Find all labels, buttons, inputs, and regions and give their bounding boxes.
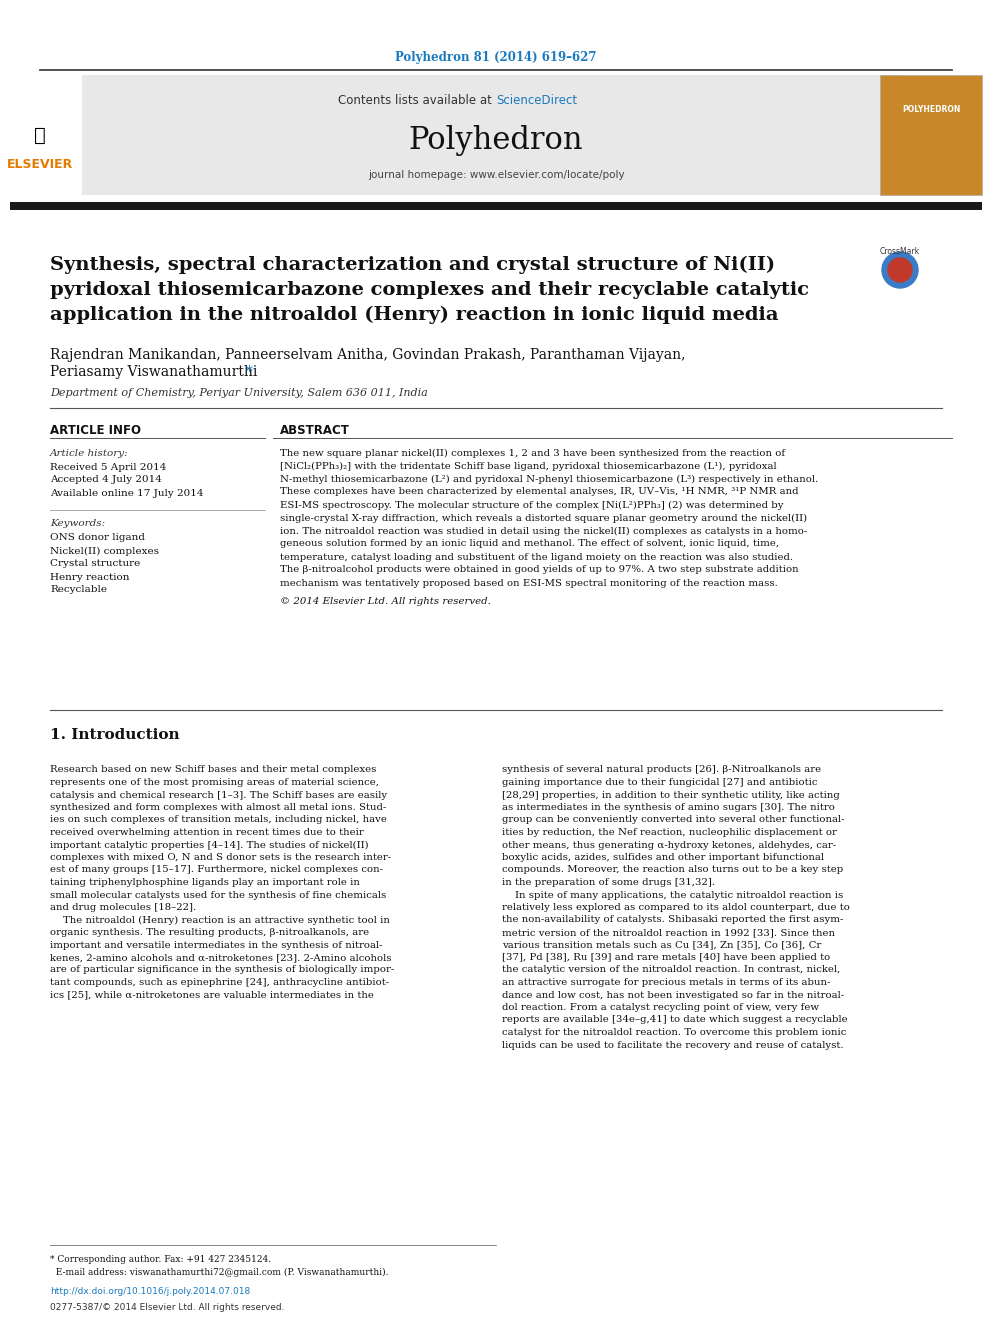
Bar	[10, 95, 70, 165]
Text: as intermediates in the synthesis of amino sugars [30]. The nitro: as intermediates in the synthesis of ami…	[502, 803, 835, 812]
Text: liquids can be used to facilitate the recovery and reuse of catalyst.: liquids can be used to facilitate the re…	[502, 1040, 843, 1049]
Text: in the preparation of some drugs [31,32].: in the preparation of some drugs [31,32]…	[502, 878, 715, 886]
Text: various transition metals such as Cu [34], Zn [35], Co [36], Cr: various transition metals such as Cu [34…	[502, 941, 821, 950]
Text: CrossMark: CrossMark	[880, 247, 920, 257]
Text: catalyst for the nitroaldol reaction. To overcome this problem ionic: catalyst for the nitroaldol reaction. To…	[502, 1028, 846, 1037]
Text: Keywords:: Keywords:	[50, 519, 105, 528]
Text: © 2014 Elsevier Ltd. All rights reserved.: © 2014 Elsevier Ltd. All rights reserved…	[280, 597, 491, 606]
Text: compounds. Moreover, the reaction also turns out to be a key step: compounds. Moreover, the reaction also t…	[502, 865, 843, 875]
Text: [37], Pd [38], Ru [39] and rare metals [40] have been applied to: [37], Pd [38], Ru [39] and rare metals […	[502, 953, 830, 962]
Text: Accepted 4 July 2014: Accepted 4 July 2014	[50, 475, 162, 484]
Text: an attractive surrogate for precious metals in terms of its abun-: an attractive surrogate for precious met…	[502, 978, 830, 987]
Text: pyridoxal thiosemicarbazone complexes and their recyclable catalytic: pyridoxal thiosemicarbazone complexes an…	[50, 280, 809, 299]
Text: Rajendran Manikandan, Panneerselvam Anitha, Govindan Prakash, Paranthaman Vijaya: Rajendran Manikandan, Panneerselvam Anit…	[50, 348, 685, 363]
Text: Polyhedron: Polyhedron	[409, 124, 583, 156]
Text: ONS donor ligand: ONS donor ligand	[50, 533, 145, 542]
Text: [28,29] properties, in addition to their synthetic utility, like acting: [28,29] properties, in addition to their…	[502, 791, 840, 799]
Text: Department of Chemistry, Periyar University, Salem 636 011, India: Department of Chemistry, Periyar Univers…	[50, 388, 428, 398]
Text: tant compounds, such as epinephrine [24], anthracycline antibiot-: tant compounds, such as epinephrine [24]…	[50, 978, 389, 987]
Text: taining triphenylphosphine ligands play an important role in: taining triphenylphosphine ligands play …	[50, 878, 360, 886]
Text: 🌳: 🌳	[34, 126, 46, 144]
Text: Article history:: Article history:	[50, 448, 129, 458]
Bar	[82, 75, 902, 194]
Text: the non-availability of catalysts. Shibasaki reported the first asym-: the non-availability of catalysts. Shiba…	[502, 916, 843, 925]
Text: other means, thus generating α-hydroxy ketones, aldehydes, car-: other means, thus generating α-hydroxy k…	[502, 840, 836, 849]
Text: represents one of the most promising areas of material science,: represents one of the most promising are…	[50, 778, 379, 787]
Text: dance and low cost, has not been investigated so far in the nitroal-: dance and low cost, has not been investi…	[502, 991, 844, 999]
Bar	[10, 202, 982, 210]
Text: ABSTRACT: ABSTRACT	[280, 423, 350, 437]
Text: Research based on new Schiff bases and their metal complexes: Research based on new Schiff bases and t…	[50, 766, 376, 774]
Text: ics [25], while α-nitroketones are valuable intermediates in the: ics [25], while α-nitroketones are valua…	[50, 991, 374, 999]
Text: In spite of many applications, the catalytic nitroaldol reaction is: In spite of many applications, the catal…	[502, 890, 843, 900]
Text: 0277-5387/© 2014 Elsevier Ltd. All rights reserved.: 0277-5387/© 2014 Elsevier Ltd. All right…	[50, 1303, 285, 1312]
Text: Periasamy Viswanathamurthi: Periasamy Viswanathamurthi	[50, 365, 257, 378]
Text: and drug molecules [18–22].: and drug molecules [18–22].	[50, 904, 196, 912]
Text: metric version of the nitroaldol reaction in 1992 [33]. Since then: metric version of the nitroaldol reactio…	[502, 927, 835, 937]
Text: The β-nitroalcohol products were obtained in good yields of up to 97%. A two ste: The β-nitroalcohol products were obtaine…	[280, 565, 799, 574]
Text: geneous solution formed by an ionic liquid and methanol. The effect of solvent, : geneous solution formed by an ionic liqu…	[280, 540, 779, 549]
Text: ities by reduction, the Nef reaction, nucleophilic displacement or: ities by reduction, the Nef reaction, nu…	[502, 828, 837, 837]
Text: relatively less explored as compared to its aldol counterpart, due to: relatively less explored as compared to …	[502, 904, 850, 912]
Text: synthesis of several natural products [26]. β-Nitroalkanols are: synthesis of several natural products [2…	[502, 766, 821, 774]
Text: important and versatile intermediates in the synthesis of nitroal-: important and versatile intermediates in…	[50, 941, 383, 950]
Text: ELSEVIER: ELSEVIER	[7, 159, 73, 172]
Text: *: *	[246, 365, 253, 378]
Text: group can be conveniently converted into several other functional-: group can be conveniently converted into…	[502, 815, 844, 824]
Text: http://dx.doi.org/10.1016/j.poly.2014.07.018: http://dx.doi.org/10.1016/j.poly.2014.07…	[50, 1287, 250, 1297]
Text: Contents lists available at: Contents lists available at	[338, 94, 496, 106]
Text: reports are available [34e–g,41] to date which suggest a recyclable: reports are available [34e–g,41] to date…	[502, 1016, 847, 1024]
Text: the catalytic version of the nitroaldol reaction. In contrast, nickel,: the catalytic version of the nitroaldol …	[502, 966, 840, 975]
Text: These complexes have been characterized by elemental analyses, IR, UV–Vis, ¹H NM: These complexes have been characterized …	[280, 487, 799, 496]
Text: Crystal structure: Crystal structure	[50, 560, 140, 569]
Text: journal homepage: www.elsevier.com/locate/poly: journal homepage: www.elsevier.com/locat…	[368, 169, 624, 180]
Text: Synthesis, spectral characterization and crystal structure of Ni(II): Synthesis, spectral characterization and…	[50, 255, 775, 274]
Text: ies on such complexes of transition metals, including nickel, have: ies on such complexes of transition meta…	[50, 815, 387, 824]
Text: catalysis and chemical research [1–3]. The Schiff bases are easily: catalysis and chemical research [1–3]. T…	[50, 791, 387, 799]
Text: mechanism was tentatively proposed based on ESI-MS spectral monitoring of the re: mechanism was tentatively proposed based…	[280, 578, 778, 587]
Text: Nickel(II) complexes: Nickel(II) complexes	[50, 546, 159, 556]
Text: synthesized and form complexes with almost all metal ions. Stud-: synthesized and form complexes with almo…	[50, 803, 386, 812]
Text: [NiCl₂(PPh₃)₂] with the tridentate Schiff base ligand, pyridoxal thiosemicarbazo: [NiCl₂(PPh₃)₂] with the tridentate Schif…	[280, 462, 777, 471]
Text: single-crystal X-ray diffraction, which reveals a distorted square planar geomet: single-crystal X-ray diffraction, which …	[280, 513, 807, 523]
Text: application in the nitroaldol (Henry) reaction in ionic liquid media: application in the nitroaldol (Henry) re…	[50, 306, 779, 324]
Text: N-methyl thiosemicarbazone (L²) and pyridoxal N-phenyl thiosemicarbazone (L³) re: N-methyl thiosemicarbazone (L²) and pyri…	[280, 475, 818, 484]
Text: POLYHEDRON: POLYHEDRON	[902, 106, 960, 115]
Text: Available online 17 July 2014: Available online 17 July 2014	[50, 488, 203, 497]
Text: ESI-MS spectroscopy. The molecular structure of the complex [Ni(L²)PPh₃] (2) was: ESI-MS spectroscopy. The molecular struc…	[280, 500, 784, 509]
Text: 1. Introduction: 1. Introduction	[50, 728, 180, 742]
Text: Recyclable: Recyclable	[50, 586, 107, 594]
Text: The nitroaldol (Henry) reaction is an attractive synthetic tool in: The nitroaldol (Henry) reaction is an at…	[50, 916, 390, 925]
Text: boxylic acids, azides, sulfides and other important bifunctional: boxylic acids, azides, sulfides and othe…	[502, 853, 824, 863]
Text: ScienceDirect: ScienceDirect	[496, 94, 577, 106]
Text: ion. The nitroaldol reaction was studied in detail using the nickel(II) complexe: ion. The nitroaldol reaction was studied…	[280, 527, 807, 536]
Text: important catalytic properties [4–14]. The studies of nickel(II): important catalytic properties [4–14]. T…	[50, 840, 369, 849]
Text: small molecular catalysts used for the synthesis of fine chemicals: small molecular catalysts used for the s…	[50, 890, 386, 900]
Text: dol reaction. From a catalyst recycling point of view, very few: dol reaction. From a catalyst recycling …	[502, 1003, 819, 1012]
Bar	[880, 75, 982, 194]
Text: E-mail address: viswanathamurthi72@gmail.com (P. Viswanathamurthi).: E-mail address: viswanathamurthi72@gmail…	[50, 1267, 389, 1277]
Text: complexes with mixed O, N and S donor sets is the research inter-: complexes with mixed O, N and S donor se…	[50, 853, 391, 863]
Text: Henry reaction: Henry reaction	[50, 573, 130, 582]
Text: * Corresponding author. Fax: +91 427 2345124.: * Corresponding author. Fax: +91 427 234…	[50, 1256, 271, 1265]
Text: ARTICLE INFO: ARTICLE INFO	[50, 423, 141, 437]
Text: received overwhelming attention in recent times due to their: received overwhelming attention in recen…	[50, 828, 364, 837]
Text: Received 5 April 2014: Received 5 April 2014	[50, 463, 167, 471]
Text: The new square planar nickel(II) complexes 1, 2 and 3 have been synthesized from: The new square planar nickel(II) complex…	[280, 448, 785, 458]
Text: est of many groups [15–17]. Furthermore, nickel complexes con-: est of many groups [15–17]. Furthermore,…	[50, 865, 383, 875]
Text: gaining importance due to their fungicidal [27] and antibiotic: gaining importance due to their fungicid…	[502, 778, 817, 787]
Text: are of particular significance in the synthesis of biologically impor-: are of particular significance in the sy…	[50, 966, 394, 975]
Text: Polyhedron 81 (2014) 619–627: Polyhedron 81 (2014) 619–627	[395, 52, 597, 65]
Text: temperature, catalyst loading and substituent of the ligand moiety on the reacti: temperature, catalyst loading and substi…	[280, 553, 794, 561]
Text: kenes, 2-amino alcohols and α-nitroketones [23]. 2-Amino alcohols: kenes, 2-amino alcohols and α-nitroketon…	[50, 953, 392, 962]
Circle shape	[882, 251, 918, 288]
Circle shape	[888, 258, 912, 282]
Text: organic synthesis. The resulting products, β-nitroalkanols, are: organic synthesis. The resulting product…	[50, 927, 369, 937]
